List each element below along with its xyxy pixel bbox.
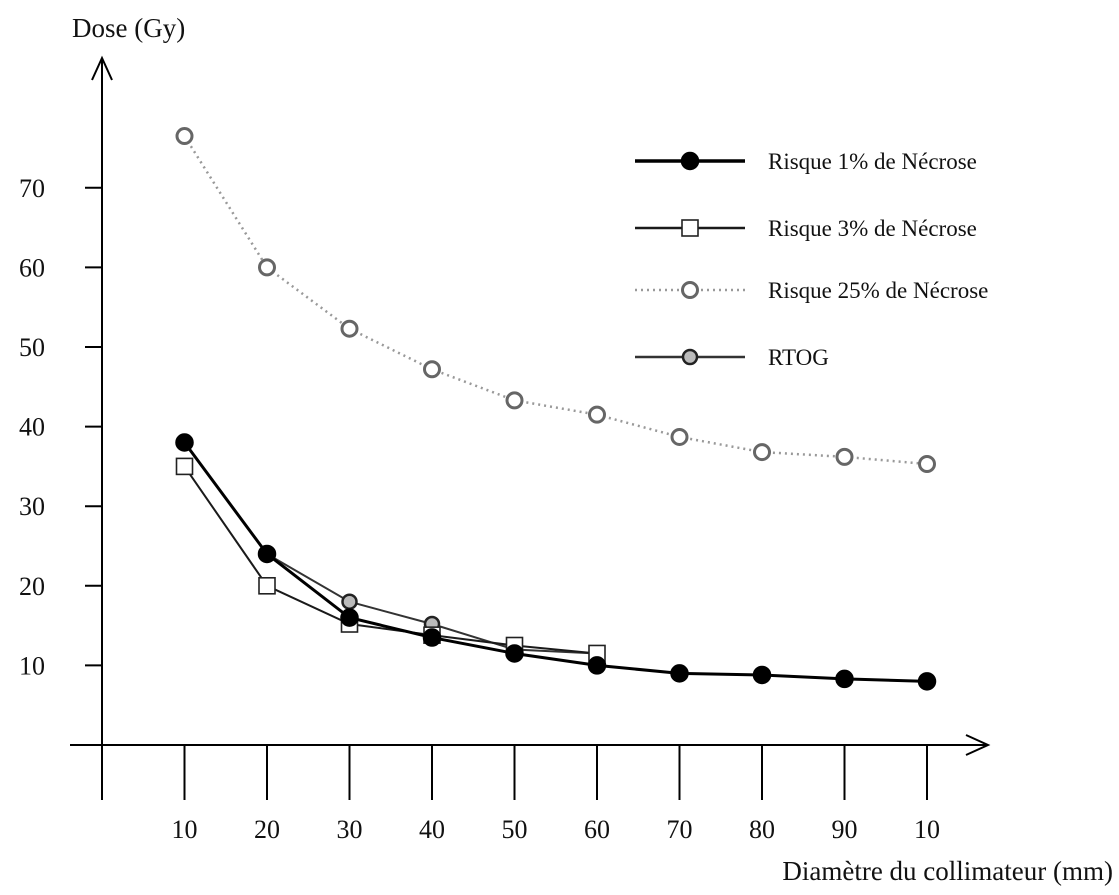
x-tick-label: 10 — [914, 815, 940, 844]
data-point — [175, 127, 194, 146]
data-point — [670, 427, 689, 446]
data-point — [341, 593, 358, 610]
data-point — [587, 656, 607, 675]
legend-marker — [681, 348, 699, 366]
series-layer — [175, 127, 937, 691]
legend-label: RTOG — [768, 345, 829, 370]
series-line — [183, 441, 598, 655]
series-0 — [175, 433, 937, 691]
legend-item: RTOG — [635, 345, 829, 370]
data-point — [835, 669, 854, 689]
data-point — [175, 457, 194, 476]
series-line — [183, 441, 928, 683]
y-axis-title: Dose (Gy) — [72, 13, 185, 43]
y-tick-label: 40 — [19, 413, 45, 442]
x-tick-label: 80 — [749, 815, 775, 844]
data-point — [340, 608, 359, 627]
legend-label: Risque 25% de Nécrose — [768, 278, 988, 303]
x-axis-arrow — [965, 734, 991, 756]
data-point — [505, 391, 524, 410]
legend: Risque 1% de Nécrose Risque 3% de Nécrose… — [635, 149, 988, 370]
data-point — [752, 665, 772, 685]
legend-item: Risque 3% de Nécrose — [635, 216, 977, 241]
data-point — [670, 664, 689, 683]
x-tick-label: 60 — [584, 815, 610, 844]
x-tick-label: 50 — [502, 815, 528, 844]
data-point — [917, 672, 937, 691]
data-point — [423, 360, 441, 379]
y-tick-label: 10 — [19, 651, 45, 680]
data-point — [175, 433, 194, 452]
data-point — [588, 405, 606, 424]
x-tick-label: 30 — [337, 815, 363, 844]
series-line — [183, 135, 928, 466]
legend-item: Risque 25% de Nécrose — [635, 278, 988, 303]
data-point — [835, 447, 854, 466]
y-tick-label: 30 — [19, 492, 45, 521]
y-ticks: 10 20 30 40 50 60 70 — [19, 174, 102, 680]
data-point — [258, 576, 276, 595]
legend-item: Risque 1% de Nécrose — [635, 149, 977, 174]
x-tick-label: 40 — [419, 815, 445, 844]
series-line — [183, 465, 598, 655]
y-tick-label: 20 — [19, 572, 45, 601]
x-tick-label: 20 — [254, 815, 280, 844]
legend-label: Risque 3% de Nécrose — [768, 216, 977, 241]
data-point — [753, 443, 771, 462]
legend-marker — [680, 151, 700, 171]
x-tick-label: 70 — [667, 815, 693, 844]
series-2 — [175, 127, 936, 474]
x-tick-label: 10 — [172, 815, 198, 844]
data-point — [257, 544, 277, 564]
y-tick-label: 70 — [19, 174, 45, 203]
data-point — [505, 644, 524, 663]
x-ticks: 10 20 30 40 50 60 70 80 90 10 — [172, 745, 940, 844]
data-point — [340, 319, 359, 338]
legend-marker — [681, 219, 699, 237]
data-point — [422, 628, 442, 647]
legend-marker — [681, 281, 699, 299]
data-point — [258, 258, 276, 277]
data-point — [918, 455, 936, 474]
series-1 — [175, 457, 606, 663]
y-axis-arrow — [91, 55, 113, 81]
x-axis-title: Diamètre du collimateur (mm) — [782, 856, 1113, 886]
x-tick-label: 90 — [832, 815, 858, 844]
legend-label: Risque 1% de Nécrose — [768, 149, 977, 174]
y-tick-label: 60 — [19, 253, 45, 282]
y-tick-label: 50 — [19, 333, 45, 362]
